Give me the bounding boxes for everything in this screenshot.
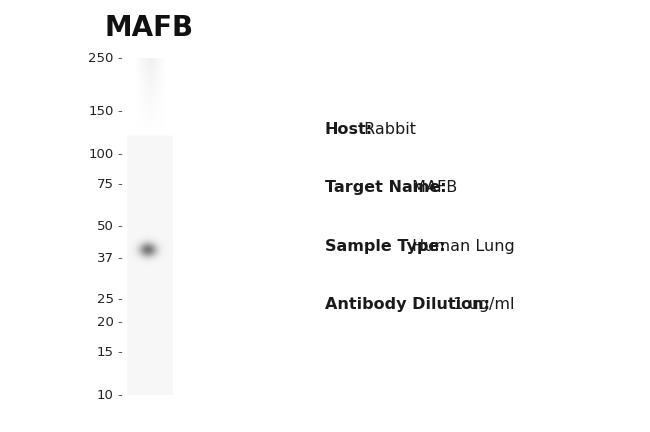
Text: 10: 10 [97,389,114,402]
Text: Rabbit: Rabbit [359,122,416,137]
Text: MAFB: MAFB [105,14,194,42]
Text: -: - [118,293,122,306]
Text: -: - [118,220,122,233]
Text: 1 ug/ml: 1 ug/ml [448,297,514,312]
Text: Sample Type:: Sample Type: [325,239,446,254]
Text: MAFB: MAFB [407,181,457,195]
Text: 20: 20 [97,316,114,329]
Text: -: - [118,252,122,265]
Text: -: - [118,178,122,191]
Text: 100: 100 [88,148,114,161]
Text: -: - [118,52,122,65]
Text: Host:: Host: [325,122,373,137]
Text: -: - [118,389,122,402]
Text: 150: 150 [88,105,114,118]
Text: Human Lung: Human Lung [407,239,515,254]
Text: -: - [118,346,122,359]
Text: 37: 37 [97,252,114,265]
Text: Antibody Dilution:: Antibody Dilution: [325,297,490,312]
Text: 75: 75 [97,178,114,191]
Text: 25: 25 [97,293,114,306]
Text: 250: 250 [88,52,114,65]
Text: 50: 50 [97,220,114,233]
Text: 15: 15 [97,346,114,359]
Text: -: - [118,316,122,329]
Text: -: - [118,105,122,118]
Text: -: - [118,148,122,161]
Text: Target Name:: Target Name: [325,181,447,195]
